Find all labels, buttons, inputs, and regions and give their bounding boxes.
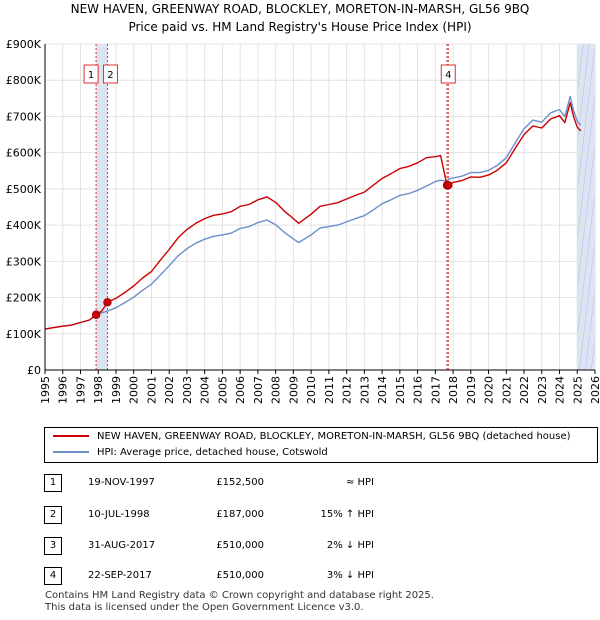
x-tick-label: 2001 xyxy=(145,376,158,404)
x-tick-label: 2012 xyxy=(341,376,354,404)
x-tick-label: 2023 xyxy=(536,376,549,404)
legend: NEW HAVEN, GREENWAY ROAD, BLOCKLEY, MORE… xyxy=(44,427,598,463)
row-badge: 4 xyxy=(44,567,62,585)
legend-item-property: NEW HAVEN, GREENWAY ROAD, BLOCKLEY, MORE… xyxy=(53,429,571,445)
row-date: 22-SEP-2017 xyxy=(88,570,152,581)
row-date: 19-NOV-1997 xyxy=(88,477,155,488)
table-row: 1 19-NOV-1997 £152,500 ≈ HPI xyxy=(44,474,404,492)
x-tick-label: 2009 xyxy=(287,376,300,404)
price-chart: 1 2 4 £0 £100K £200K £300K £400K £500K £600K £700… xyxy=(6,38,600,404)
row-date: 31-AUG-2017 xyxy=(88,540,156,551)
marker-label-1: 1 xyxy=(88,70,94,81)
marker-label-4: 4 xyxy=(445,70,451,81)
x-tick-label: 2003 xyxy=(181,376,194,404)
x-tick-label: 2019 xyxy=(465,376,478,404)
x-tick-label: 1996 xyxy=(57,376,70,404)
x-tick-label: 2007 xyxy=(252,376,265,404)
footer-copyright: Contains HM Land Registry data © Crown c… xyxy=(45,590,434,601)
transaction-points xyxy=(91,181,453,319)
x-tick-label: 2014 xyxy=(376,376,389,404)
marker-label-box-1 xyxy=(83,64,99,84)
x-tick-label: 2008 xyxy=(270,376,283,404)
shaded-range xyxy=(96,44,108,370)
transaction-point-1 xyxy=(91,310,101,319)
x-tick-label: 2006 xyxy=(234,376,247,404)
x-tick-label: 2017 xyxy=(429,376,442,404)
y-tick-label: £300K xyxy=(6,255,42,268)
x-tick-label: 2015 xyxy=(394,376,407,404)
series-line-hpi xyxy=(44,95,582,330)
x-tick-label: 2011 xyxy=(323,376,336,404)
y-tick-label: £600K xyxy=(6,147,42,160)
x-tick-label: 2004 xyxy=(199,376,212,404)
x-tick-label: 2026 xyxy=(589,376,600,404)
x-tick-label: 2025 xyxy=(571,376,584,404)
x-tick-label: 2024 xyxy=(554,376,567,404)
y-tick-label: £400K xyxy=(6,219,42,232)
legend-label-hpi: HPI: Average price, detached house, Cots… xyxy=(97,447,328,458)
y-tick-label: £700K xyxy=(6,110,42,123)
x-tick-label: 2005 xyxy=(216,376,229,404)
table-row: 4 22-SEP-2017 £510,000 3% ↓ HPI xyxy=(44,567,404,585)
y-tick-label: £500K xyxy=(6,183,42,196)
table-row: 3 31-AUG-2017 £510,000 2% ↓ HPI xyxy=(44,537,404,555)
x-tick-label: 2013 xyxy=(358,376,371,404)
x-tick-label: 1998 xyxy=(92,376,105,404)
row-badge: 3 xyxy=(44,537,62,555)
transaction-point-4 xyxy=(444,181,453,190)
x-tick-label: 2000 xyxy=(128,376,141,404)
hatch-line xyxy=(577,141,595,291)
chart-title: NEW HAVEN, GREENWAY ROAD, BLOCKLEY, MORE… xyxy=(70,2,530,16)
marker-label-box-4 xyxy=(440,64,456,84)
chart-subtitle: Price paid vs. HM Land Registry's House … xyxy=(128,20,472,34)
hatch-line xyxy=(578,239,595,370)
marker-label-box-2 xyxy=(102,64,118,84)
footer-license: This data is licensed under the Open Gov… xyxy=(45,602,364,613)
legend-swatch-property xyxy=(53,435,89,437)
row-hpi-change: 15% ↑ HPI xyxy=(320,509,374,520)
row-hpi-change: 2% ↓ HPI xyxy=(326,540,374,551)
row-badge: 2 xyxy=(44,506,62,524)
row-price: £510,000 xyxy=(216,540,264,551)
series-line-property xyxy=(44,101,582,330)
table-row: 2 10-JUL-1998 £187,000 15% ↑ HPI xyxy=(44,506,404,524)
grid-lines xyxy=(44,43,596,371)
transaction-labels: 1 2 4 xyxy=(83,64,456,84)
hatch-line xyxy=(577,44,590,145)
hatch-line xyxy=(577,190,595,340)
y-tick-label: £800K xyxy=(6,74,42,87)
x-tick-label: 2002 xyxy=(163,376,176,404)
legend-label-property: NEW HAVEN, GREENWAY ROAD, BLOCKLEY, MORE… xyxy=(97,431,571,442)
x-tick-label: 2016 xyxy=(412,376,425,404)
y-tick-label: £0 xyxy=(27,364,41,377)
legend-swatch-hpi xyxy=(53,451,89,453)
transaction-point-2 xyxy=(103,298,112,307)
legend-item-hpi: HPI: Average price, detached house, Cots… xyxy=(53,445,328,461)
series-lines xyxy=(44,95,582,330)
x-tick-label: 2020 xyxy=(483,376,496,404)
hatch-line xyxy=(584,288,595,370)
row-hpi-change: 3% ↓ HPI xyxy=(326,570,374,581)
marker-label-2: 2 xyxy=(107,70,113,81)
row-price: £187,000 xyxy=(216,509,264,520)
row-price: £152,500 xyxy=(216,477,264,488)
x-tick-label: 2022 xyxy=(518,376,531,404)
row-badge: 1 xyxy=(44,474,62,492)
shaded-range xyxy=(577,44,595,370)
x-tick-label: 1995 xyxy=(39,376,52,404)
row-price: £510,000 xyxy=(216,570,264,581)
x-tick-label: 2018 xyxy=(447,376,460,404)
hatch-line xyxy=(577,44,595,194)
x-tick-label: 2010 xyxy=(305,376,318,404)
row-date: 10-JUL-1998 xyxy=(88,509,150,520)
axes: £0 £100K £200K £300K £400K £500K £600K £700K £80… xyxy=(6,38,600,404)
y-tick-label: £200K xyxy=(6,292,42,305)
x-tick-label: 1997 xyxy=(74,376,87,404)
x-tick-label: 2021 xyxy=(500,376,513,404)
shaded-regions xyxy=(45,44,595,370)
y-tick-label: £100K xyxy=(6,328,42,341)
y-tick-label: £900K xyxy=(6,38,42,51)
x-tick-label: 1999 xyxy=(110,376,123,404)
row-hpi-change: ≈ HPI xyxy=(345,477,374,488)
